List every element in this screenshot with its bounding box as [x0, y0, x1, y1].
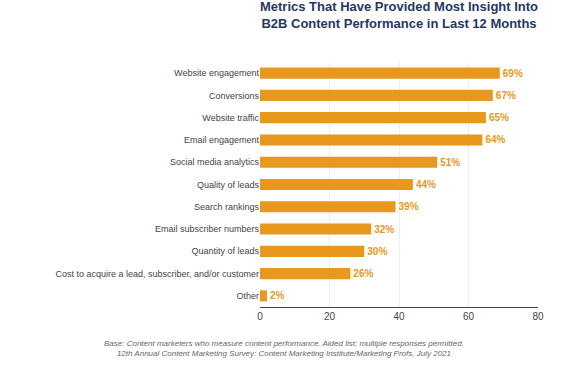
svg-text:60: 60 [463, 311, 475, 322]
svg-text:Search rankings: Search rankings [194, 202, 260, 212]
svg-text:32%: 32% [374, 224, 394, 235]
svg-text:Conversions: Conversions [209, 91, 260, 101]
svg-text:51%: 51% [440, 157, 460, 168]
svg-text:Email subscriber numbers: Email subscriber numbers [155, 224, 260, 234]
svg-text:Email engagement: Email engagement [184, 135, 260, 145]
svg-text:Metrics That Have Provided Mos: Metrics That Have Provided Most Insight … [260, 0, 538, 31]
svg-text:Website engagement: Website engagement [174, 68, 259, 78]
svg-text:39%: 39% [399, 201, 419, 212]
svg-text:80: 80 [532, 311, 544, 322]
svg-text:40: 40 [393, 311, 405, 322]
svg-text:Other: Other [236, 291, 259, 301]
svg-text:Website traffic: Website traffic [202, 113, 259, 123]
svg-text:20: 20 [324, 311, 336, 322]
svg-text:0: 0 [257, 311, 263, 322]
svg-text:69%: 69% [503, 68, 523, 79]
svg-text:67%: 67% [496, 90, 516, 101]
svg-text:Cost to acquire a lead, subscr: Cost to acquire a lead, subscriber, and/… [55, 269, 259, 279]
svg-text:Social media analytics: Social media analytics [170, 157, 260, 167]
svg-text:65%: 65% [489, 112, 509, 123]
svg-text:30%: 30% [367, 246, 387, 257]
svg-text:64%: 64% [485, 134, 505, 145]
svg-text:44%: 44% [416, 179, 436, 190]
svg-text:Base: Content marketers who me: Base: Content marketers who measure cont… [104, 339, 464, 358]
svg-text:Quality of leads: Quality of leads [197, 180, 260, 190]
svg-text:26%: 26% [353, 268, 373, 279]
svg-text:2%: 2% [270, 290, 285, 301]
svg-text:Quantity of leads: Quantity of leads [191, 246, 259, 256]
